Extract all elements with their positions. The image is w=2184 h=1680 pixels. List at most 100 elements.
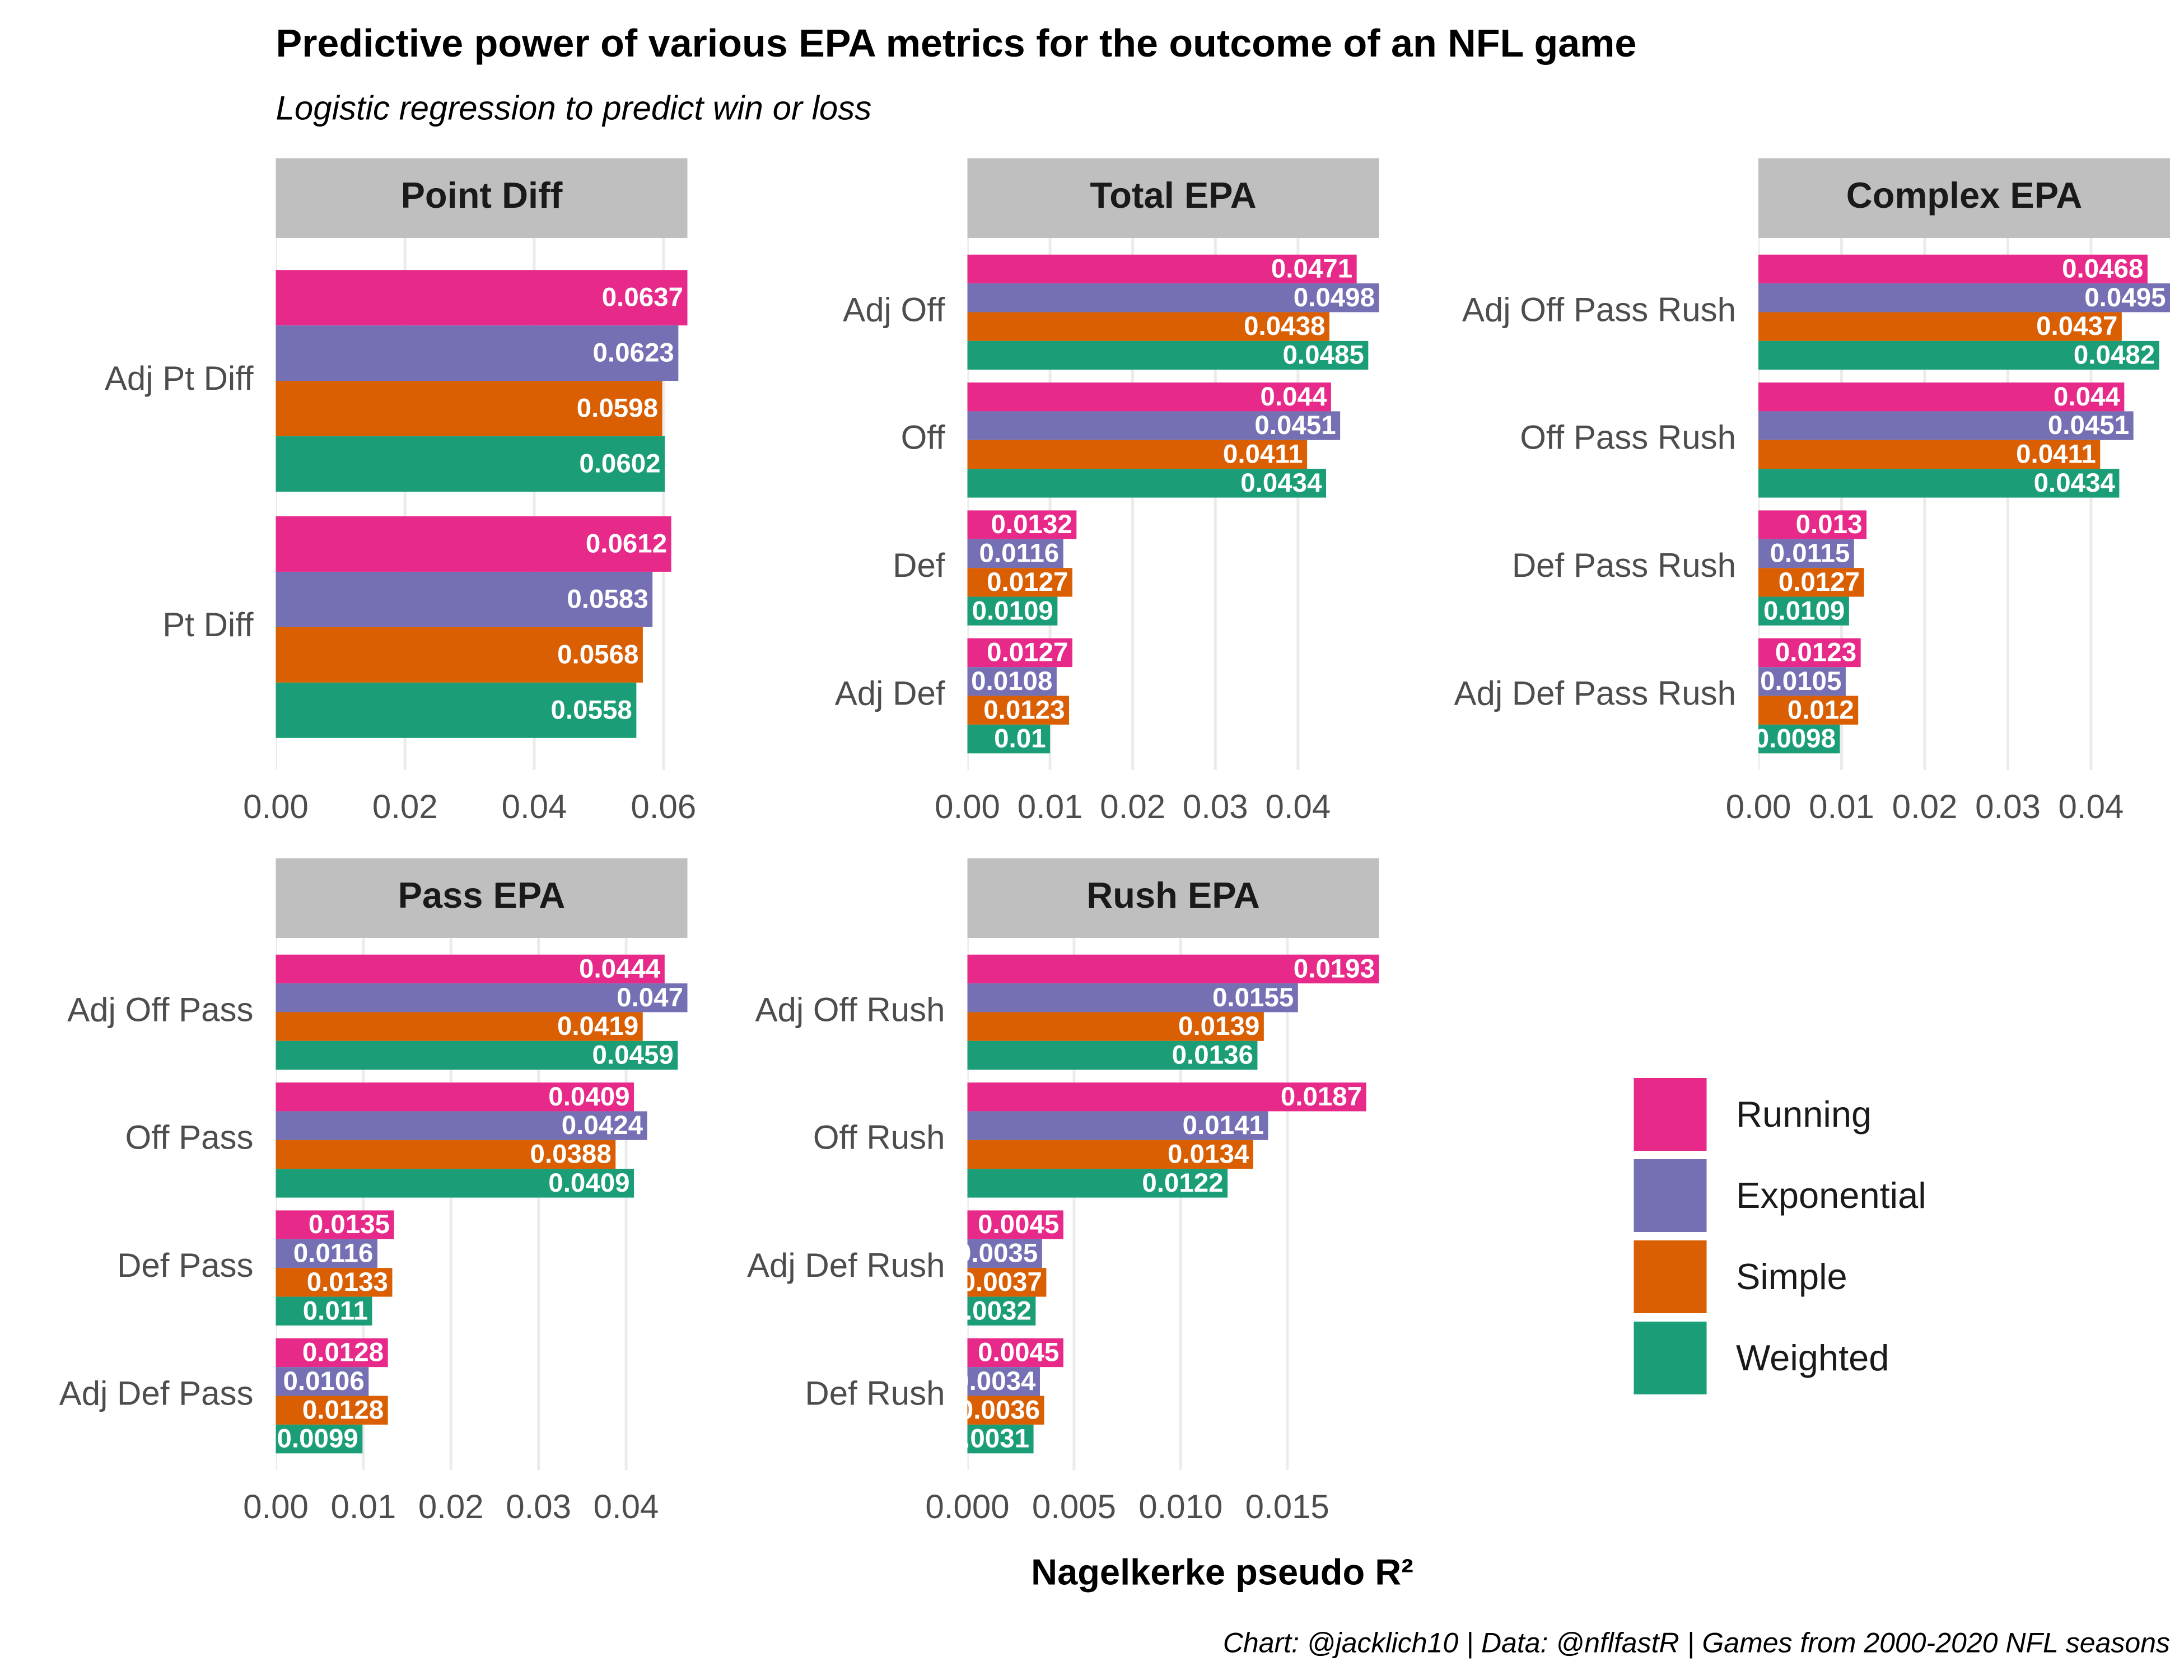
legend-key [1634,1159,1707,1232]
facet-strip [967,158,1379,238]
value-label: 0.0434 [2034,468,2116,498]
panel: 0.01930.01550.01390.01360.01870.01410.01… [948,938,1379,1470]
y-tick-label: Def Rush [805,1374,945,1412]
bar [276,325,679,381]
bar [1758,283,2170,312]
panel: 0.04440.0470.04190.04590.04090.04240.038… [276,938,688,1470]
facet-strip [1758,158,2170,238]
value-label: 0.011 [303,1296,368,1326]
bar [967,596,1058,626]
value-label: 0.0045 [978,1338,1059,1368]
bar [967,411,1341,440]
value-label: 0.0424 [562,1110,643,1140]
bar [276,1082,634,1112]
bar [1758,696,1859,725]
x-tick-label: 0.01 [1018,788,1083,825]
bar [967,667,1057,696]
value-label: 0.01 [994,724,1046,754]
bar [276,1268,393,1297]
x-tick-label: 0.010 [1138,1488,1222,1525]
value-label: 0.0193 [1294,954,1375,983]
value-label: 0.012 [1788,695,1854,725]
value-label: 0.0612 [586,529,667,559]
value-label: 0.0434 [1240,468,1322,498]
panel: 0.0637 0.0623 0.0598 0.0602 0.0612 0.0583 0.05… [276,238,688,770]
value-label: 0.0105 [1760,666,1841,696]
value-label: 0.0568 [557,640,638,669]
value-label: 0.0122 [1142,1168,1223,1198]
value-label: 0.0139 [1178,1011,1259,1041]
bar [276,627,643,683]
value-label: 0.0106 [283,1366,364,1396]
bar [276,1338,388,1368]
value-label: 0.0602 [579,449,660,479]
value-label: 0.0583 [567,584,648,614]
x-tick-label: 0.06 [631,788,696,825]
value-label: 0.0135 [309,1210,390,1239]
facet-title: Rush EPA [1086,875,1259,916]
y-tick-label: Adj Pt Diff [105,360,254,397]
x-tick-label: 0.02 [1100,788,1165,825]
value-label: 0.0419 [557,1011,638,1041]
value-label: 0.0115 [1770,539,1850,568]
bar [1758,539,1854,568]
bar [276,1040,678,1070]
x-tick-label: 0.02 [418,1488,484,1525]
y-tick-label: Adj Def Pass [59,1374,254,1412]
value-label: 0.0451 [2048,410,2129,440]
value-label: 0.0485 [1283,340,1364,370]
bar [1758,340,2159,370]
y-tick-label: Def [893,547,945,584]
x-tick-label: 0.04 [2059,788,2124,825]
bar [276,516,671,572]
value-label: 0.0035 [956,1239,1038,1268]
facet-title: Complex EPA [1846,175,2082,216]
bar [1758,440,2101,469]
y-tick-label: Adj Def Rush [747,1247,945,1284]
bar [276,682,637,738]
y-tick-label: Adj Off Pass Rush [1462,291,1736,328]
value-label: 0.0134 [1168,1140,1249,1169]
value-label: 0.0482 [2074,340,2155,370]
legend-label: Exponential [1736,1175,1926,1216]
facet-title: Pass EPA [398,875,566,916]
bar [967,440,1308,469]
bar [967,1111,1268,1140]
value-label: 0.0108 [971,666,1052,696]
legend-label: Weighted [1736,1337,1889,1378]
x-axis-title: Nagelkerke pseudo R² [1031,1552,1413,1593]
y-tick-label: Off Pass [125,1119,254,1156]
value-label: 0.0141 [1183,1110,1264,1140]
x-tick-label: 0.03 [1975,788,2041,825]
value-label: 0.0187 [1281,1082,1362,1112]
bar [967,1140,1253,1169]
y-tick-label: Def Pass [117,1247,253,1284]
bar [967,254,1357,284]
value-label: 0.0437 [2036,311,2117,341]
value-label: 0.013 [1796,510,1863,539]
value-label: 0.044 [2054,382,2120,412]
bar [967,1396,1044,1425]
y-tick-label: Adj Def [835,674,945,712]
bar [1758,596,1849,626]
bar [967,568,1072,597]
bar [276,270,688,326]
value-label: 0.0637 [602,283,683,312]
value-label: 0.0127 [1779,567,1860,597]
bar [967,696,1070,725]
value-label: 0.0558 [551,695,632,725]
bar [276,1111,647,1140]
bar [276,436,665,492]
x-tick-label: 0.04 [594,1488,659,1525]
bar [1758,254,2148,284]
facet-title: Point Diff [401,175,563,216]
value-label: 0.044 [1261,382,1327,412]
bar [967,382,1331,412]
value-label: 0.0471 [1271,254,1352,283]
x-tick-label: 0.00 [1726,788,1791,825]
value-label: 0.0031 [948,1424,1029,1454]
bar [276,381,662,437]
x-tick-label: 0.00 [243,788,309,825]
